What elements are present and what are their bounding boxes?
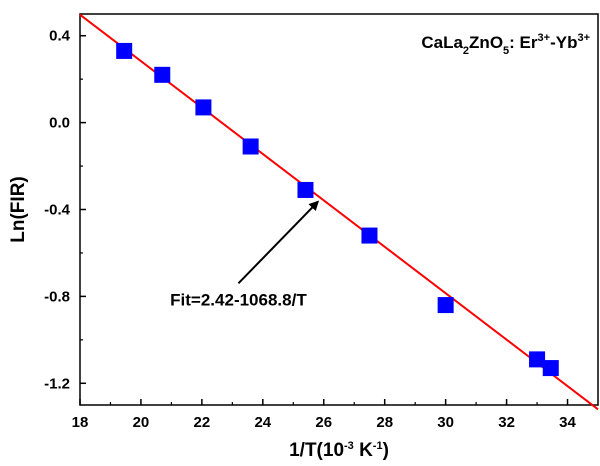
y-tick-label: -0.8 [44, 288, 70, 305]
annotation-arrow [237, 200, 320, 285]
x-tick-label: 26 [315, 414, 332, 431]
x-tick-label: 18 [72, 414, 89, 431]
x-tick-label: 34 [559, 414, 576, 431]
data-point [542, 360, 559, 377]
data-point [297, 181, 314, 198]
data-points [116, 42, 559, 377]
axis-ticks [79, 34, 569, 405]
data-point [154, 66, 171, 83]
data-point [195, 99, 212, 116]
x-tick-label: 30 [437, 414, 454, 431]
x-tick-label: 24 [254, 414, 271, 431]
y-axis-label: Ln(FIR) [8, 176, 29, 242]
data-point [242, 138, 259, 155]
y-tick-label: 0.4 [49, 28, 71, 45]
x-tick-label: 32 [498, 414, 515, 431]
x-tick-label: 22 [194, 414, 211, 431]
x-tick-label: 20 [133, 414, 150, 431]
y-tick-label: 0.0 [49, 115, 70, 132]
x-tick-label: 28 [376, 414, 393, 431]
x-axis-label: 1/T(10-3 K-1) [289, 440, 389, 461]
y-tick-label: -0.4 [44, 202, 71, 219]
annotation-text: Fit=2.42-1068.8/T [170, 290, 307, 309]
data-point [437, 297, 454, 314]
y-tick-label: -1.2 [44, 375, 70, 392]
data-point [529, 351, 546, 368]
annotation-group: Fit=2.42-1068.8/T [170, 200, 320, 309]
data-point [116, 42, 133, 59]
data-point [361, 227, 378, 244]
chart-title: CaLa2ZnO5: Er3+-Yb3+ [421, 32, 590, 57]
labels: 18 20 22 24 26 28 30 32 34 -1.2 -0.8 -0.4 0.0 0.4 CaLa… [8, 28, 590, 461]
